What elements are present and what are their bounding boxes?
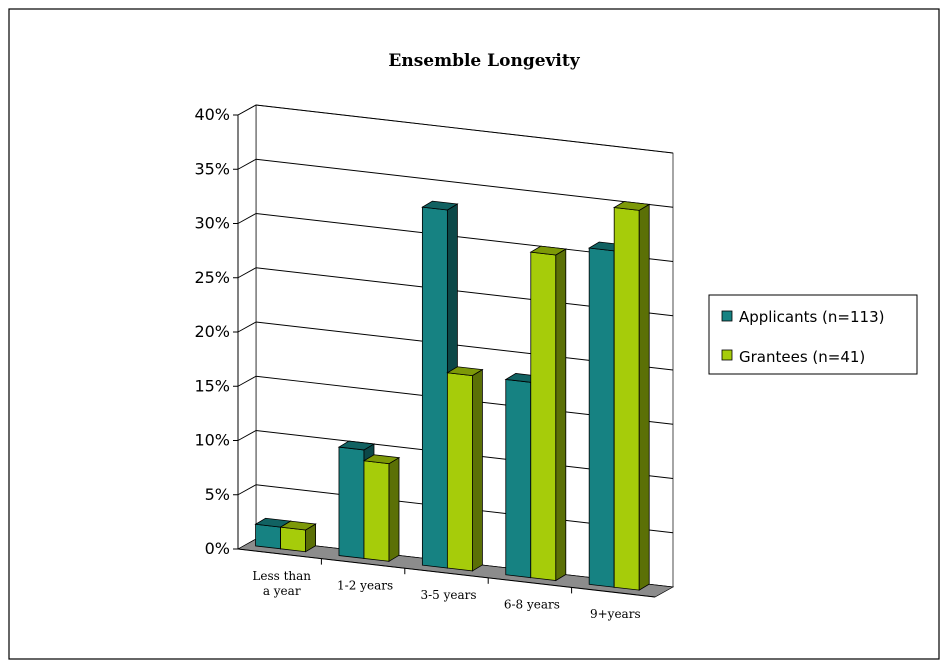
legend-label-applicants: Applicants (n=113) <box>739 308 884 326</box>
bar-grantees <box>279 520 317 553</box>
x-category-label: 9+years <box>590 607 641 621</box>
gridline <box>237 104 674 154</box>
y-tick-label: 15% <box>194 376 230 395</box>
bar-top-face <box>421 200 459 211</box>
bar-side-face <box>472 368 483 572</box>
bar-grantees <box>362 454 401 563</box>
bar-top-face <box>446 366 484 377</box>
bar-front-face <box>530 251 557 581</box>
bar-top-face <box>529 245 568 256</box>
x-category-label: 1-2 years <box>337 578 393 592</box>
bar-side-face <box>388 456 400 563</box>
bar-grantees <box>529 245 568 582</box>
y-tick-label: 35% <box>194 159 230 178</box>
bar-layer <box>254 200 651 591</box>
x-category-label-line: a year <box>263 584 301 598</box>
x-category-label-line: Less than <box>252 569 311 583</box>
y-tick-label: 25% <box>194 268 230 287</box>
chart-title: Ensemble Longevity <box>388 51 580 71</box>
bar-top-face <box>279 520 317 531</box>
x-category-label: 6-8 years <box>504 598 560 612</box>
y-tick-label: 10% <box>194 431 230 450</box>
gridline <box>237 213 674 262</box>
x-category-label: 3-5 years <box>420 588 476 602</box>
x-axis-line <box>237 548 656 598</box>
bar-front-face <box>421 206 448 569</box>
bar-top-face <box>612 201 651 211</box>
x-category-label: Less than a year <box>252 569 311 598</box>
bar-front-face <box>505 379 532 579</box>
y-tick-layer: 0% 5% 10% 15% 20% 25% 30% 35% 40% <box>194 105 656 598</box>
bar-front-face <box>588 247 615 588</box>
legend-swatch-grantees <box>721 349 733 361</box>
bar-front-face <box>338 446 365 559</box>
y-tick-label: 5% <box>205 485 230 504</box>
bar-front-face <box>255 523 281 550</box>
legend: Applicants (n=113) Grantees (n=41) <box>708 294 918 375</box>
bar-side-face <box>638 203 650 591</box>
category-label-layer: Less than a year 1-2 years 3-5 years 6-8 yea… <box>252 569 640 621</box>
bar-front-face <box>446 372 473 572</box>
bar-top-face <box>337 440 376 451</box>
bar-top-face <box>362 454 401 465</box>
bar-grantees <box>612 201 651 591</box>
bar-grantees <box>446 366 484 572</box>
bar-front-face <box>613 207 640 591</box>
y-tick-label: 30% <box>194 214 230 233</box>
y-tick-label: 0% <box>205 539 230 558</box>
bar-front-face <box>280 526 307 553</box>
y-tick-label: 20% <box>194 322 230 341</box>
gridline <box>237 158 674 208</box>
y-tick-label: 40% <box>194 105 230 124</box>
legend-box <box>708 294 918 375</box>
bar-side-face <box>555 248 567 582</box>
legend-swatch-applicants <box>721 310 733 322</box>
legend-label-grantees: Grantees (n=41) <box>739 348 865 366</box>
bar-front-face <box>363 460 390 562</box>
